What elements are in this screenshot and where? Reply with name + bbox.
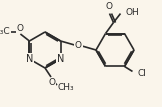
Text: O: O xyxy=(106,1,113,11)
Text: Cl: Cl xyxy=(138,69,146,78)
Text: OH: OH xyxy=(126,8,139,17)
Text: O: O xyxy=(75,41,82,50)
Text: N: N xyxy=(57,54,64,64)
Text: CH₃: CH₃ xyxy=(58,82,75,91)
Text: N: N xyxy=(26,54,33,64)
Text: O: O xyxy=(17,24,24,33)
Text: O: O xyxy=(48,78,56,87)
Text: H₃C: H₃C xyxy=(0,27,9,36)
